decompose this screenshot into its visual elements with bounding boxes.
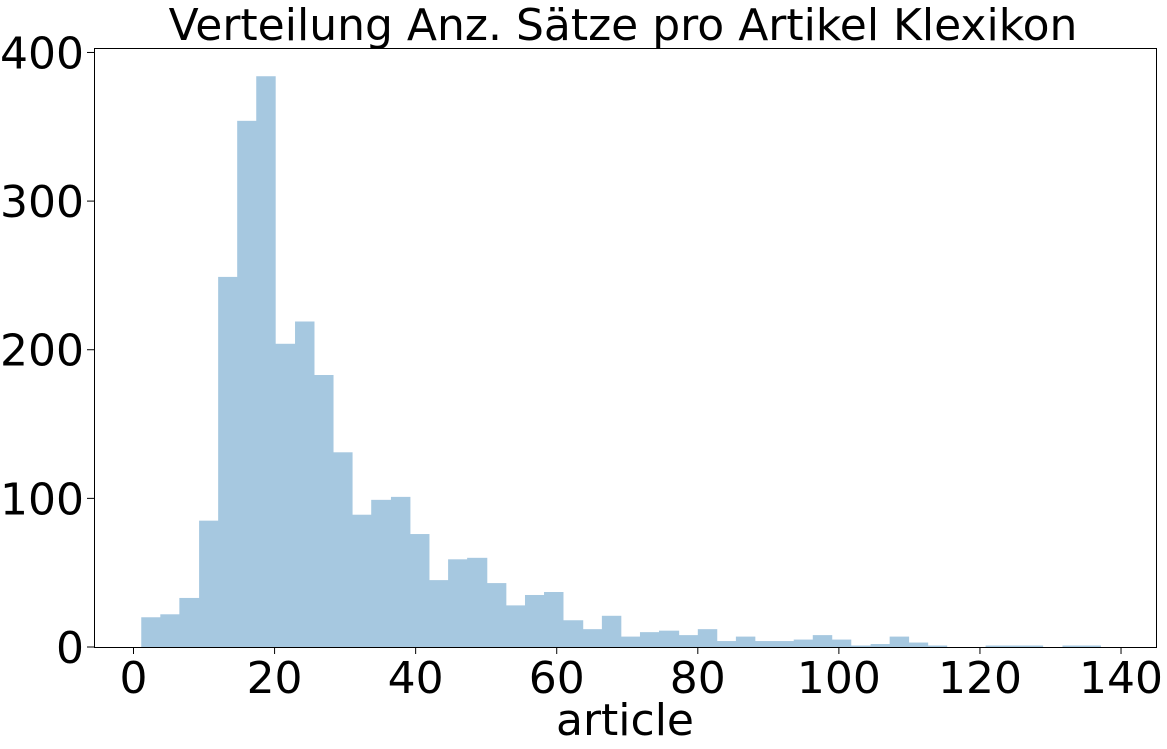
histogram-bar — [812, 635, 833, 647]
histogram-bar — [927, 645, 948, 647]
histogram-bar — [179, 597, 200, 647]
x-tick-label: 80 — [670, 653, 726, 704]
histogram-bar — [524, 594, 545, 647]
histogram-bar — [333, 452, 353, 647]
histogram-bar — [793, 639, 814, 647]
y-tick-label: 400 — [0, 28, 84, 79]
histogram-bar — [544, 592, 564, 647]
chart-title: Verteilung Anz. Sätze pro Artikel Klexik… — [169, 0, 1078, 51]
y-tick-label: 0 — [56, 623, 84, 674]
histogram-bar — [1081, 645, 1101, 647]
x-tick-label: 20 — [247, 653, 303, 704]
histogram-bar — [697, 629, 718, 647]
histogram-bar — [218, 276, 238, 647]
x-tick-label: 40 — [388, 653, 444, 704]
histogram-bar — [908, 642, 929, 647]
y-tick-label: 300 — [0, 177, 84, 228]
histogram-bar — [754, 641, 776, 647]
histogram-bar — [1023, 645, 1044, 647]
histogram-bar — [659, 630, 680, 647]
histogram-bar — [295, 321, 315, 647]
histogram-bar — [563, 620, 584, 647]
histogram-bar — [678, 635, 699, 647]
histogram-bar — [410, 534, 430, 647]
axes-frame — [94, 48, 1157, 648]
x-tick-label: 60 — [529, 653, 585, 704]
y-tick-label: 200 — [0, 326, 84, 377]
histogram-bar — [160, 614, 180, 647]
histogram-bar — [889, 636, 910, 647]
histogram-bar — [1062, 645, 1082, 647]
histogram-bar — [429, 580, 449, 647]
histogram-bar — [256, 76, 276, 648]
histogram-bar — [352, 514, 372, 647]
histogram-bar — [639, 632, 660, 647]
histogram-bar — [716, 641, 737, 647]
y-axis-ticks: 0 100 200 300 400 — [0, 28, 94, 674]
histogram-bar — [371, 499, 392, 647]
histogram-bar — [620, 636, 641, 647]
histogram-bars — [141, 76, 1101, 648]
histogram-bar — [831, 639, 852, 647]
histogram-bar — [505, 605, 526, 647]
histogram-bar — [735, 636, 756, 647]
histogram-bar — [850, 645, 872, 647]
x-tick-label: 120 — [938, 653, 1022, 704]
x-tick-label: 0 — [120, 653, 148, 704]
histogram-bar — [486, 583, 507, 647]
histogram-bar — [314, 375, 334, 647]
y-tick-label: 100 — [0, 474, 84, 525]
histogram-bar — [870, 644, 891, 647]
histogram-bar — [467, 557, 488, 647]
histogram-bar — [985, 645, 1006, 647]
histogram-bar — [199, 520, 219, 647]
x-tick-label: 140 — [1079, 653, 1163, 704]
histogram-bar — [390, 496, 411, 647]
histogram-bar — [237, 120, 257, 647]
histogram-bar — [275, 343, 296, 647]
histogram-bar — [774, 641, 795, 647]
x-tick-label: 100 — [797, 653, 881, 704]
histogram-bar — [141, 617, 161, 647]
axes-border — [94, 48, 1157, 648]
histogram-bar — [601, 615, 622, 647]
histogram-bar — [1004, 645, 1025, 647]
x-axis-ticks: 0 20 40 60 80 100 120 140 — [120, 647, 1163, 704]
histogram-bar — [448, 559, 468, 647]
x-axis-label: article — [556, 695, 694, 746]
histogram-bar — [582, 629, 603, 647]
